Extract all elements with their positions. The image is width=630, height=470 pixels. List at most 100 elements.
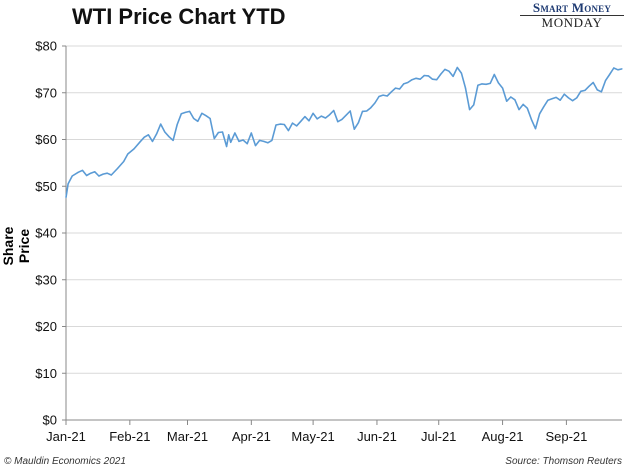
data-point bbox=[246, 143, 248, 145]
data-point bbox=[333, 109, 335, 112]
data-point bbox=[189, 110, 191, 112]
data-point bbox=[304, 116, 306, 118]
data-point bbox=[345, 114, 347, 116]
brand-bottom-text: MONDAY bbox=[520, 15, 624, 29]
series-group bbox=[65, 66, 623, 199]
data-point bbox=[172, 139, 174, 141]
data-point bbox=[386, 95, 388, 97]
data-point bbox=[312, 112, 314, 114]
data-point bbox=[600, 91, 603, 93]
data-point bbox=[390, 91, 392, 93]
data-point bbox=[213, 138, 215, 140]
data-point bbox=[205, 115, 207, 117]
data-point bbox=[361, 110, 364, 112]
data-point bbox=[534, 128, 537, 130]
data-point bbox=[184, 111, 186, 113]
data-point bbox=[71, 175, 73, 177]
x-tick-label: Jun-21 bbox=[357, 429, 397, 444]
x-tick-label: Apr-21 bbox=[232, 429, 271, 444]
brand-top-text: Smart Money bbox=[532, 0, 612, 15]
data-point bbox=[242, 139, 244, 141]
data-point bbox=[559, 99, 561, 101]
data-point bbox=[65, 196, 67, 199]
data-point bbox=[613, 67, 615, 69]
data-point bbox=[547, 99, 549, 101]
x-tick-label: Jul-21 bbox=[421, 429, 456, 444]
data-point bbox=[151, 140, 154, 142]
data-point bbox=[308, 120, 310, 122]
data-point bbox=[337, 121, 339, 123]
source-footer: Source: Thomson Reuters bbox=[505, 456, 622, 467]
data-point bbox=[139, 141, 141, 143]
data-point bbox=[464, 87, 467, 89]
data-point bbox=[427, 75, 429, 77]
data-point bbox=[230, 141, 232, 143]
data-point bbox=[217, 131, 219, 134]
data-point bbox=[444, 68, 446, 70]
data-point bbox=[279, 123, 281, 125]
data-point bbox=[473, 104, 475, 106]
data-point bbox=[329, 114, 331, 116]
data-point bbox=[238, 140, 240, 142]
x-tick-label: Jan-21 bbox=[46, 429, 86, 444]
data-point bbox=[604, 80, 607, 82]
data-point bbox=[543, 106, 545, 108]
data-point bbox=[357, 122, 359, 124]
x-tick-labels: Jan-21 Feb-21 Mar-21 Apr-21 May-21 Jun-21 Jul-… bbox=[46, 429, 587, 444]
data-point bbox=[366, 110, 368, 112]
data-point bbox=[86, 174, 88, 177]
data-point bbox=[493, 73, 495, 76]
x-tick-label: Sep-21 bbox=[545, 429, 587, 444]
data-point bbox=[407, 81, 409, 84]
data-point bbox=[143, 136, 145, 138]
data-point bbox=[67, 183, 69, 185]
data-point bbox=[116, 167, 119, 170]
data-point bbox=[180, 113, 182, 115]
data-point bbox=[209, 117, 211, 120]
data-point bbox=[341, 118, 343, 120]
data-point bbox=[324, 117, 327, 119]
data-point bbox=[160, 123, 162, 125]
axes bbox=[62, 45, 622, 425]
x-tick-label: Mar-21 bbox=[167, 429, 208, 444]
data-point bbox=[452, 75, 454, 77]
data-point bbox=[147, 134, 149, 136]
data-point bbox=[436, 79, 438, 81]
data-point bbox=[419, 78, 421, 80]
data-point bbox=[423, 74, 425, 77]
data-point bbox=[502, 87, 504, 89]
data-point bbox=[263, 140, 265, 142]
data-point bbox=[592, 81, 594, 84]
data-point bbox=[431, 78, 434, 80]
y-tick-label: $20 bbox=[35, 319, 57, 334]
data-point bbox=[580, 90, 582, 92]
data-point bbox=[349, 110, 351, 112]
data-point bbox=[539, 113, 541, 115]
data-point bbox=[567, 97, 570, 99]
y-tick-label: $70 bbox=[35, 85, 57, 100]
data-point bbox=[382, 94, 384, 96]
data-point bbox=[440, 73, 442, 75]
data-point bbox=[228, 134, 230, 136]
data-point bbox=[81, 169, 84, 171]
grid-lines bbox=[66, 45, 622, 374]
data-point bbox=[621, 68, 623, 70]
y-tick-label: $0 bbox=[43, 413, 57, 428]
data-point bbox=[617, 69, 619, 71]
data-point bbox=[316, 118, 318, 120]
data-point bbox=[510, 96, 512, 98]
data-point bbox=[201, 112, 203, 114]
data-point bbox=[551, 98, 553, 100]
data-point bbox=[403, 83, 405, 85]
y-tick-label: $40 bbox=[35, 226, 57, 241]
y-tick-label: $10 bbox=[35, 366, 57, 381]
data-point bbox=[259, 139, 261, 141]
y-tick-label: $60 bbox=[35, 132, 57, 147]
data-point bbox=[164, 131, 166, 133]
data-point bbox=[555, 96, 557, 98]
data-point bbox=[526, 107, 528, 109]
data-point bbox=[123, 160, 125, 163]
data-point bbox=[563, 93, 565, 95]
data-point bbox=[275, 124, 277, 126]
